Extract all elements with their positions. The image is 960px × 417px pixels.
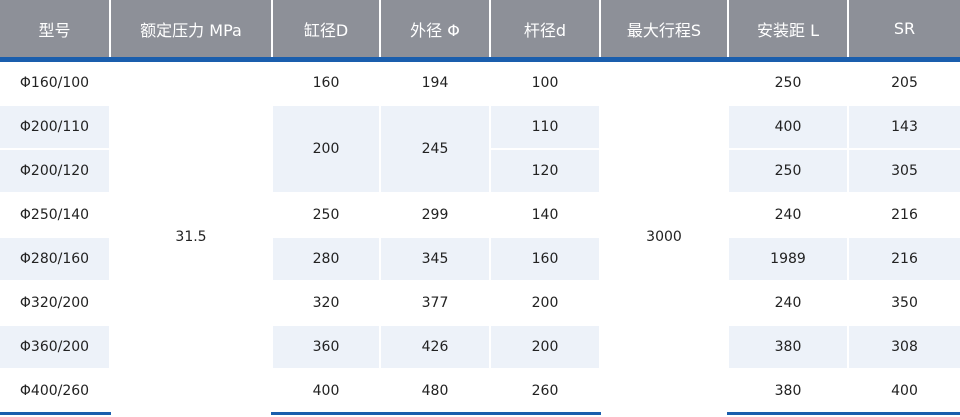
value-cell: 308	[847, 324, 960, 370]
column-header: 外径 Φ	[379, 0, 491, 62]
table-row: Φ250/140 250 299 140 240 216	[0, 192, 960, 238]
value-cell: 320	[271, 280, 381, 326]
value-cell: 250	[727, 148, 849, 194]
value-cell: 216	[847, 236, 960, 282]
value-cell: 380	[727, 368, 849, 415]
column-header: 额定压力 MPa	[109, 0, 273, 62]
table-row: Φ200/120 120 250 305	[0, 148, 960, 194]
value-cell: 200	[489, 324, 601, 370]
column-header: 最大行程S	[599, 0, 729, 62]
value-cell: 194	[379, 58, 491, 106]
column-header: SR	[847, 0, 960, 62]
model-cell: Φ360/200	[0, 324, 111, 370]
table-row: Φ320/200 320 377 200 240 350	[0, 280, 960, 326]
value-cell: 360	[271, 324, 381, 370]
value-cell: 400	[847, 368, 960, 415]
column-header: 杆径d	[489, 0, 601, 62]
value-cell: 160	[271, 58, 381, 106]
value-cell: 143	[847, 104, 960, 150]
table-header-row: 型号 额定压力 MPa 缸径D 外径 Φ 杆径d 最大行程S 安装距 L SR	[0, 0, 960, 62]
value-cell: 400	[727, 104, 849, 150]
value-cell: 3000	[599, 58, 729, 415]
model-cell: Φ320/200	[0, 280, 111, 326]
value-cell: 31.5	[109, 58, 273, 415]
model-cell: Φ200/120	[0, 148, 111, 194]
value-cell: 100	[489, 58, 601, 106]
value-cell: 1989	[727, 236, 849, 282]
value-cell: 305	[847, 148, 960, 194]
value-cell: 240	[727, 280, 849, 326]
value-cell: 377	[379, 280, 491, 326]
column-header: 缸径D	[271, 0, 381, 62]
value-cell: 140	[489, 192, 601, 238]
model-cell: Φ200/110	[0, 104, 111, 150]
value-cell: 200	[271, 104, 381, 194]
value-cell: 245	[379, 104, 491, 194]
value-cell: 400	[271, 368, 381, 415]
value-cell: 120	[489, 148, 601, 194]
value-cell: 110	[489, 104, 601, 150]
model-cell: Φ400/260	[0, 368, 111, 415]
table-row: Φ200/110 200 245 110 400 143	[0, 104, 960, 194]
model-cell: Φ280/160	[0, 236, 111, 282]
value-cell: 380	[727, 324, 849, 370]
table-row: Φ360/200 360 426 200 380 308	[0, 324, 960, 370]
value-cell: 426	[379, 324, 491, 370]
value-cell: 299	[379, 192, 491, 238]
column-header: 安装距 L	[727, 0, 849, 62]
value-cell: 345	[379, 236, 491, 282]
value-cell: 250	[271, 192, 381, 238]
value-cell: 350	[847, 280, 960, 326]
model-cell: Φ160/100	[0, 58, 111, 106]
value-cell: 260	[489, 368, 601, 415]
table-row: Φ400/260 400 480 260 380 400	[0, 368, 960, 415]
value-cell: 160	[489, 236, 601, 282]
value-cell: 205	[847, 58, 960, 106]
table-row: Φ160/100 31.5 160 194 100 3000 250 205	[0, 58, 960, 415]
value-cell: 240	[727, 192, 849, 238]
model-cell: Φ250/140	[0, 192, 111, 238]
value-cell: 280	[271, 236, 381, 282]
value-cell: 216	[847, 192, 960, 238]
value-cell: 250	[727, 58, 849, 106]
column-header: 型号	[0, 0, 111, 62]
table-row: Φ280/160 280 345 160 1989 216	[0, 236, 960, 282]
value-cell: 200	[489, 280, 601, 326]
value-cell: 480	[379, 368, 491, 415]
